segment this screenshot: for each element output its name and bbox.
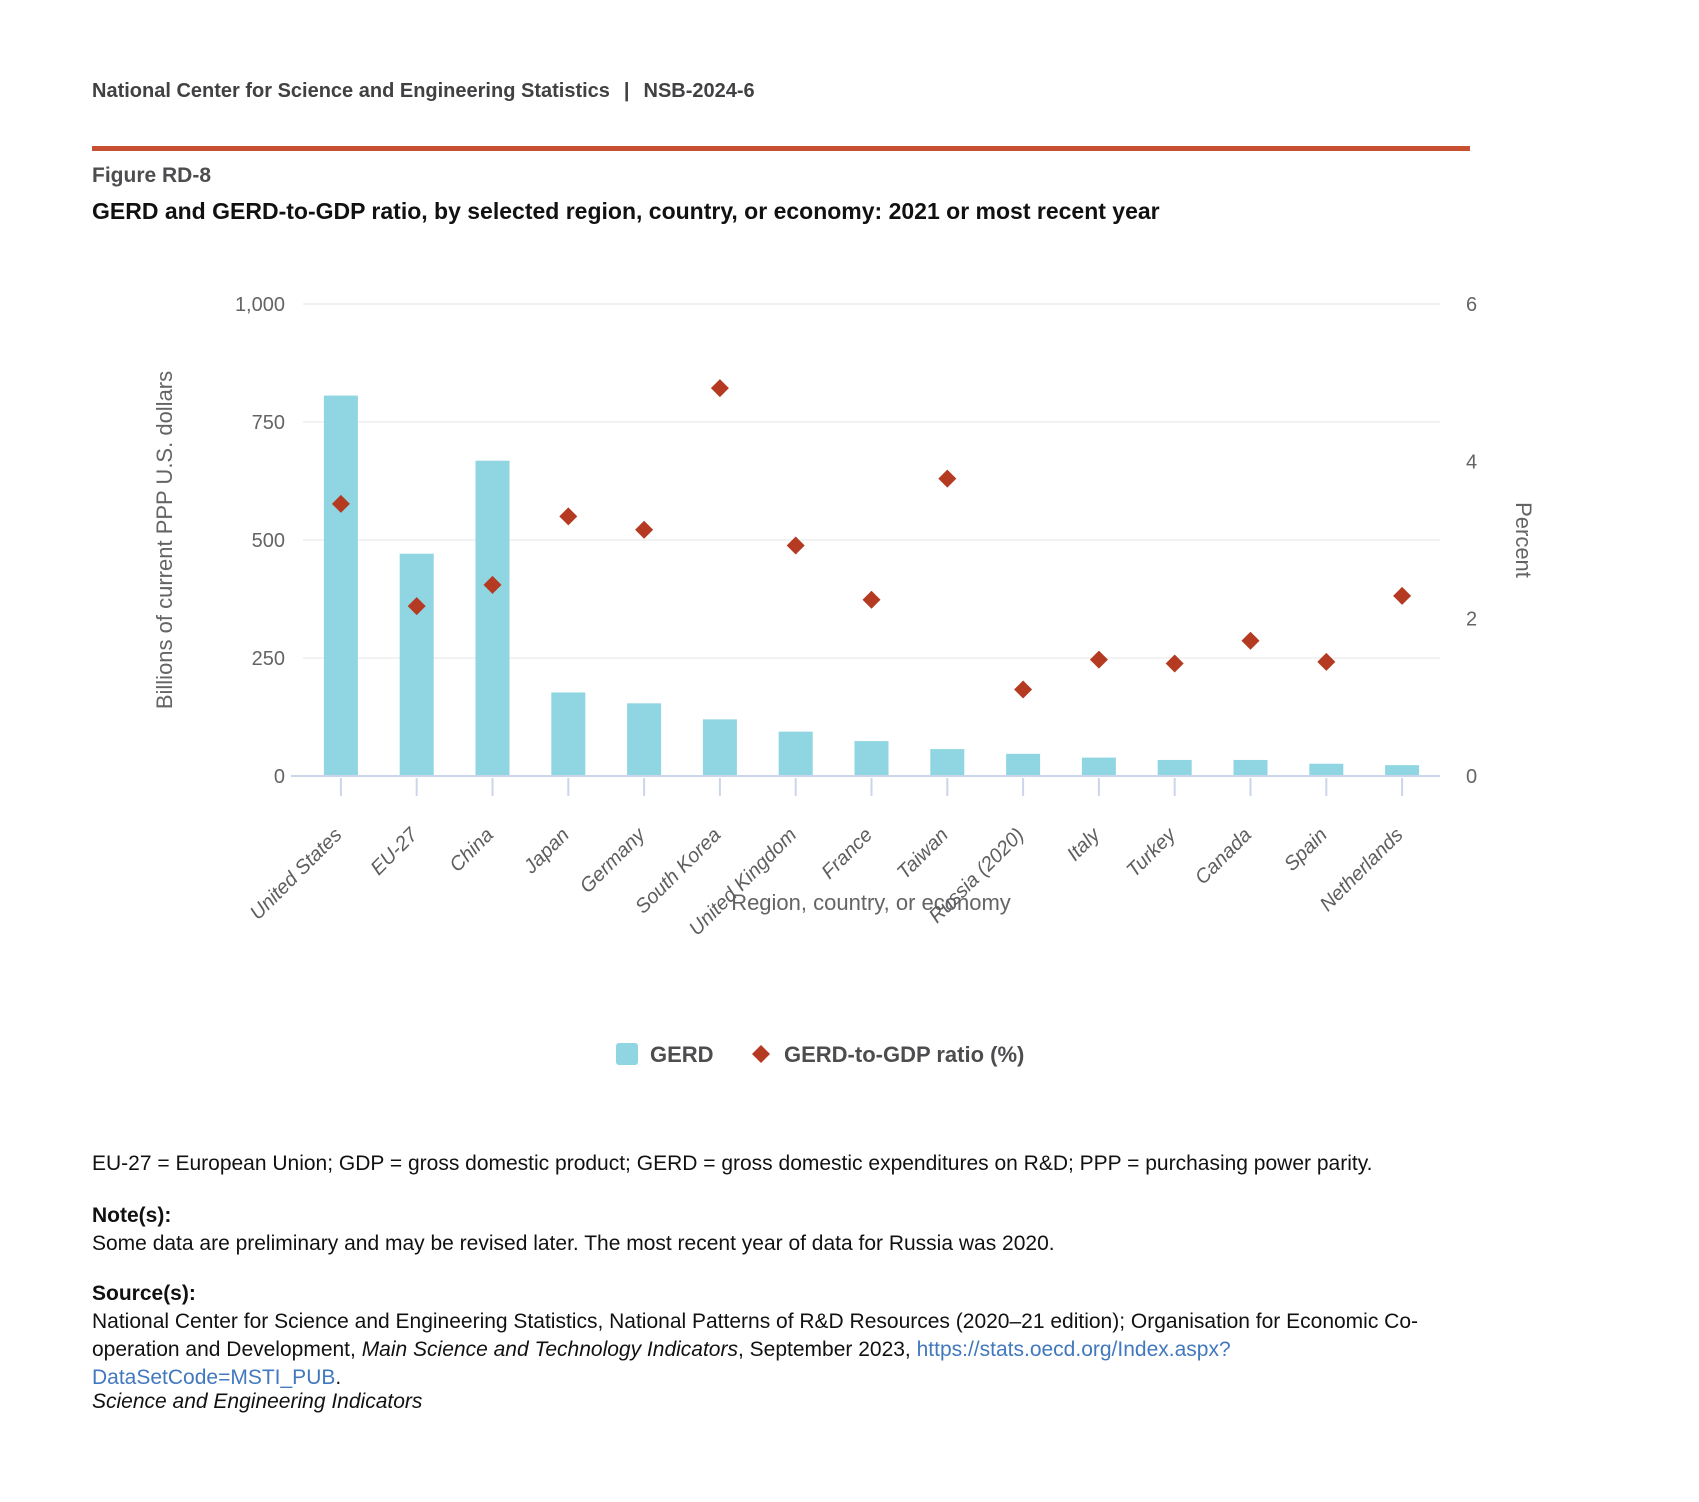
x-label-germany: Germany bbox=[576, 823, 650, 897]
plot-area: 0 250 500 750 1,000 0 2 4 6 United States EU-27 Chi… bbox=[235, 294, 1477, 940]
point-turkey[interactable] bbox=[1165, 654, 1184, 673]
right-tick-label-4: 4 bbox=[1466, 451, 1477, 473]
x-label-spain: Spain bbox=[1280, 824, 1332, 876]
legend: GERD GERD-to-GDP ratio (%) bbox=[616, 1042, 1024, 1067]
figure-title: GERD and GERD-to-GDP ratio, by selected … bbox=[92, 198, 1160, 224]
sources-heading: Source(s): bbox=[92, 1282, 196, 1305]
legend-gerd-swatch[interactable] bbox=[616, 1043, 638, 1065]
bar-italy[interactable] bbox=[1081, 757, 1116, 776]
bar-south-korea[interactable] bbox=[702, 719, 737, 776]
x-label-united-states: United States bbox=[246, 824, 346, 924]
source-text-italic: Main Science and Technology Indicators bbox=[361, 1338, 738, 1361]
x-label-japan: Japan bbox=[519, 824, 574, 879]
left-tick-label-1000: 1,000 bbox=[235, 294, 285, 316]
point-netherlands[interactable] bbox=[1393, 586, 1412, 605]
point-canada[interactable] bbox=[1241, 631, 1260, 650]
point-united-states[interactable] bbox=[331, 494, 350, 513]
report-header: National Center for Science and Engineer… bbox=[92, 80, 755, 103]
source-text-3: . bbox=[335, 1366, 342, 1389]
brand-footer: Science and Engineering Indicators bbox=[92, 1390, 423, 1413]
point-south-korea[interactable] bbox=[710, 379, 729, 398]
bar-japan[interactable] bbox=[551, 692, 586, 776]
left-tick-label-750: 750 bbox=[252, 412, 285, 434]
x-label-taiwan: Taiwan bbox=[893, 824, 953, 884]
point-japan[interactable] bbox=[559, 507, 578, 526]
right-axis-title: Percent bbox=[1511, 502, 1536, 578]
x-label-eu-27: EU-27 bbox=[367, 823, 423, 879]
legend-ratio-label[interactable]: GERD-to-GDP ratio (%) bbox=[784, 1042, 1024, 1067]
bar-canada[interactable] bbox=[1233, 759, 1268, 776]
right-tick-label-2: 2 bbox=[1466, 609, 1477, 631]
bar-eu-27[interactable] bbox=[399, 553, 434, 776]
point-spain[interactable] bbox=[1317, 652, 1336, 671]
notes-heading: Note(s): bbox=[92, 1204, 172, 1227]
point-eu-27[interactable] bbox=[407, 597, 426, 616]
point-taiwan[interactable] bbox=[938, 469, 957, 488]
point-china[interactable] bbox=[483, 575, 502, 594]
bar-turkey[interactable] bbox=[1157, 759, 1192, 776]
legend-gerd-label[interactable]: GERD bbox=[650, 1042, 714, 1067]
accent-rule bbox=[92, 146, 1470, 151]
abbreviation-note: EU-27 = European Union; GDP = gross dome… bbox=[92, 1150, 1470, 1178]
x-label-turkey: Turkey bbox=[1123, 823, 1181, 881]
legend-ratio-marker[interactable] bbox=[752, 1045, 770, 1063]
x-label-china: China bbox=[446, 824, 499, 877]
left-tick-label-250: 250 bbox=[252, 648, 285, 670]
x-label-canada: Canada bbox=[1191, 824, 1256, 889]
left-tick-label-0: 0 bbox=[274, 766, 285, 788]
bar-united-states[interactable] bbox=[323, 395, 358, 776]
bar-united-kingdom[interactable] bbox=[778, 731, 813, 776]
sources-block: Source(s): National Center for Science a… bbox=[92, 1280, 1470, 1392]
abbreviation-text: EU-27 = European Union; GDP = gross dome… bbox=[92, 1152, 1373, 1175]
point-france[interactable] bbox=[862, 590, 881, 609]
bar-russia-2020[interactable] bbox=[1006, 753, 1041, 776]
chart: Billions of current PPP U.S. dollars Per… bbox=[152, 294, 1536, 1067]
bar-spain[interactable] bbox=[1309, 763, 1344, 776]
notes-block: Note(s): Some data are preliminary and m… bbox=[92, 1202, 1470, 1258]
source-text-2: , September 2023, bbox=[737, 1338, 917, 1361]
point-russia-2020[interactable] bbox=[1014, 680, 1033, 699]
x-label-france: France bbox=[817, 824, 877, 884]
header-org: National Center for Science and Engineer… bbox=[92, 80, 610, 102]
bar-taiwan[interactable] bbox=[930, 749, 965, 776]
point-germany[interactable] bbox=[635, 520, 654, 539]
point-united-kingdom[interactable] bbox=[786, 536, 805, 555]
header-report-id: NSB-2024-6 bbox=[643, 80, 755, 102]
header-separator: | bbox=[623, 80, 630, 102]
point-italy[interactable] bbox=[1089, 650, 1108, 669]
x-label-italy: Italy bbox=[1063, 823, 1105, 865]
right-tick-label-0: 0 bbox=[1466, 766, 1477, 788]
x-axis-title: Region, country, or economy bbox=[731, 890, 1011, 915]
source-link[interactable]: https://stats.oecd.org/Index.aspx?DataSe… bbox=[92, 1338, 1231, 1389]
bar-france[interactable] bbox=[854, 741, 889, 776]
bar-germany[interactable] bbox=[627, 703, 662, 776]
bar-netherlands[interactable] bbox=[1385, 765, 1420, 776]
notes-text: Some data are preliminary and may be rev… bbox=[92, 1232, 1055, 1255]
figure-label: Figure RD-8 bbox=[92, 164, 212, 187]
left-axis-title: Billions of current PPP U.S. dollars bbox=[152, 371, 177, 709]
sources-text: National Center for Science and Engineer… bbox=[92, 1308, 1470, 1392]
source-text-1: National Center for Science and Engineer… bbox=[92, 1310, 1419, 1361]
right-tick-label-6: 6 bbox=[1466, 294, 1477, 316]
left-tick-label-500: 500 bbox=[252, 530, 285, 552]
bar-china[interactable] bbox=[475, 460, 510, 776]
